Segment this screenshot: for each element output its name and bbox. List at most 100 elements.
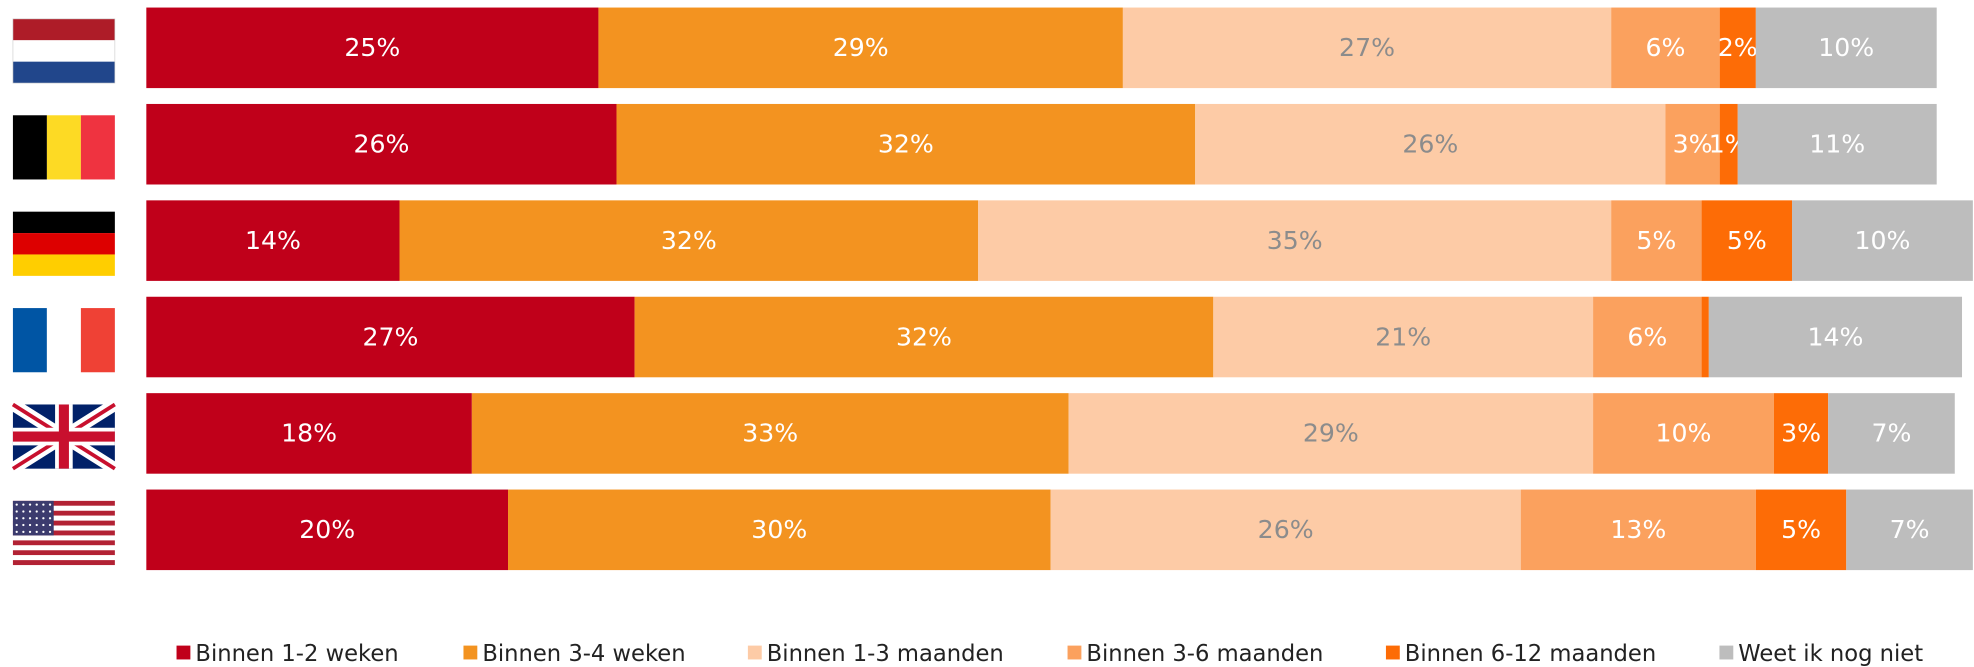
value-label: 10% — [1854, 226, 1910, 255]
flag-star — [48, 523, 52, 527]
value-label: 32% — [878, 129, 934, 158]
flag-star — [35, 517, 38, 520]
flag-star — [28, 503, 32, 506]
value-label: 27% — [363, 322, 419, 351]
flag-stripe — [46, 115, 81, 180]
flag-star — [22, 517, 25, 520]
value-label: 20% — [299, 515, 355, 544]
value-label: 6% — [1627, 322, 1667, 351]
bar-segment — [508, 489, 1051, 571]
bar-segment — [1213, 296, 1594, 378]
flag-stripe — [12, 61, 115, 84]
legend-label: Binnen 6-12 maanden — [1405, 641, 1656, 667]
flag-star — [28, 523, 32, 527]
flag-stripe — [12, 505, 115, 511]
flag-stripe — [12, 308, 47, 373]
value-label: 26% — [1258, 515, 1314, 544]
value-label: 18% — [281, 419, 337, 448]
bar-segment — [1755, 489, 1847, 571]
flag-stripe — [80, 308, 115, 373]
flag-star — [22, 503, 25, 506]
value-label: 29% — [833, 33, 889, 62]
bar-segment — [146, 393, 472, 474]
flag-star — [48, 517, 52, 520]
bar-segment — [146, 7, 599, 89]
value-label: 32% — [896, 322, 952, 351]
flag-star — [42, 530, 45, 533]
flag-stripe — [12, 40, 115, 62]
value-label: 29% — [1303, 419, 1359, 448]
legend-label: Binnen 1-2 weken — [195, 641, 398, 667]
flag-star — [42, 523, 45, 527]
bar-segment — [1792, 200, 1973, 281]
flag-stripe — [12, 515, 115, 521]
value-label: 2% — [1718, 33, 1758, 62]
bar-segment — [1701, 296, 1709, 378]
bar-segment — [1593, 296, 1702, 378]
flag-star — [15, 503, 18, 506]
legend-swatch — [1067, 645, 1082, 660]
value-label: 5% — [1727, 226, 1767, 255]
flag-stripe — [12, 520, 115, 526]
legend-swatch — [176, 645, 191, 660]
value-label: 35% — [1267, 226, 1323, 255]
bar-segment — [1068, 393, 1594, 474]
bar-segment — [146, 200, 400, 281]
flag-star — [22, 530, 25, 533]
flag-stripe — [12, 555, 115, 561]
value-label: 14% — [1807, 322, 1863, 351]
flag-star — [42, 503, 45, 506]
flag-stripe — [12, 535, 115, 541]
legend: Binnen 1-2 weken Binnen 3-4 weken Binnen 1… — [176, 641, 1923, 667]
flag-star — [35, 530, 38, 533]
flag-stripe — [12, 545, 115, 551]
value-label: 32% — [661, 226, 717, 255]
bar-segment — [1719, 7, 1756, 89]
flag-star — [15, 523, 18, 527]
flag-stripe — [80, 115, 115, 180]
bar-segment — [1846, 489, 1973, 571]
flag-star — [35, 510, 38, 513]
flag-star — [42, 510, 45, 513]
value-label: 3% — [1781, 419, 1821, 448]
flag-stripe — [12, 550, 115, 556]
bar-segment — [146, 103, 617, 185]
value-label: 30% — [751, 515, 807, 544]
value-label: 21% — [1375, 322, 1431, 351]
bar-segment — [1828, 393, 1955, 474]
flag-stripe — [12, 115, 47, 180]
value-label: 10% — [1656, 419, 1712, 448]
bar-segment — [1520, 489, 1756, 571]
legend-label: Binnen 3-6 maanden — [1086, 641, 1323, 667]
flag-border — [12, 18, 116, 84]
flag-star — [42, 517, 45, 520]
legend-label: Binnen 1-3 maanden — [767, 641, 1004, 667]
bar-segment — [1611, 200, 1702, 281]
value-label: 25% — [344, 33, 400, 62]
flag-star — [15, 530, 18, 533]
bar-segment — [1755, 7, 1937, 89]
flag-star — [35, 503, 38, 506]
bar-segment — [1122, 7, 1612, 89]
legend-swatch — [747, 645, 762, 660]
bar-segment — [634, 296, 1214, 378]
flag-stripe — [12, 211, 115, 234]
flag-star — [22, 523, 25, 527]
legend-label: Binnen 3-4 weken — [482, 641, 685, 667]
flag-star — [35, 523, 38, 527]
value-label: 7% — [1890, 515, 1930, 544]
flag-stripe — [12, 18, 115, 41]
bar-segment — [1701, 200, 1793, 281]
value-label: 26% — [353, 129, 409, 158]
value-label: 26% — [1402, 129, 1458, 158]
bar-segment — [598, 7, 1123, 89]
flag-stripe — [12, 254, 115, 276]
bar-segment — [1665, 103, 1720, 185]
flags — [9, 18, 119, 566]
flag-star — [15, 517, 18, 520]
flag-star — [48, 530, 52, 533]
value-label: 14% — [245, 226, 301, 255]
flag-stripe — [12, 530, 115, 536]
flag-stripe — [12, 525, 115, 531]
